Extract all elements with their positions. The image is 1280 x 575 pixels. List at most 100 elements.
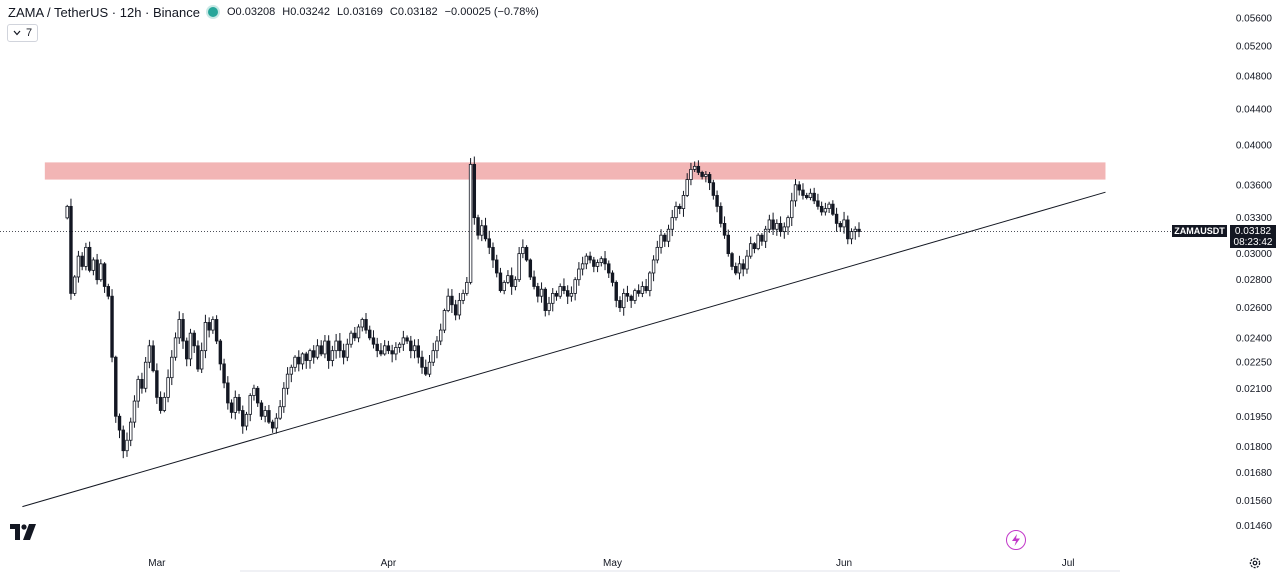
candle[interactable] — [495, 254, 499, 278]
candle[interactable] — [621, 288, 626, 316]
candle[interactable] — [700, 170, 704, 180]
symbol-title[interactable]: ZAMA / TetherUS · 12h · Binance — [8, 4, 200, 20]
candle[interactable] — [252, 384, 256, 401]
candle[interactable] — [644, 278, 648, 294]
candle[interactable] — [823, 202, 828, 216]
candle[interactable] — [704, 171, 708, 183]
candle[interactable] — [72, 275, 77, 296]
candle[interactable] — [506, 270, 510, 285]
candle[interactable] — [65, 204, 69, 220]
candle[interactable] — [382, 340, 387, 356]
candle[interactable] — [517, 246, 521, 282]
candle[interactable] — [345, 338, 350, 362]
candle[interactable] — [483, 217, 488, 242]
candle[interactable] — [685, 173, 689, 198]
candle[interactable] — [341, 343, 346, 365]
candle[interactable] — [831, 200, 835, 216]
candle[interactable] — [834, 207, 839, 232]
candle[interactable] — [741, 259, 745, 277]
candle[interactable] — [450, 289, 454, 313]
candle[interactable] — [808, 188, 813, 201]
candle[interactable] — [461, 289, 465, 305]
candle[interactable] — [554, 290, 559, 301]
candle[interactable] — [91, 257, 96, 276]
candle[interactable] — [707, 172, 712, 191]
candle[interactable] — [297, 350, 301, 372]
candle[interactable] — [603, 251, 607, 271]
candle[interactable] — [401, 330, 406, 351]
candle[interactable] — [69, 198, 73, 300]
indicators-toggle[interactable]: 7 — [7, 24, 39, 42]
candle[interactable] — [524, 245, 529, 262]
candle[interactable] — [360, 317, 364, 332]
candle[interactable] — [237, 393, 241, 414]
candle[interactable] — [207, 317, 211, 338]
candle[interactable] — [547, 296, 551, 316]
candle[interactable] — [797, 181, 801, 196]
candle[interactable] — [726, 229, 730, 257]
candle[interactable] — [730, 251, 734, 271]
candle[interactable] — [334, 333, 338, 359]
candle[interactable] — [405, 335, 409, 344]
candle[interactable] — [364, 313, 368, 334]
candle[interactable] — [618, 296, 622, 312]
candle[interactable] — [282, 382, 286, 413]
candle[interactable] — [592, 256, 596, 273]
candle[interactable] — [614, 280, 618, 308]
candle[interactable] — [438, 323, 443, 346]
candle[interactable] — [263, 405, 267, 423]
candle[interactable] — [158, 391, 163, 414]
candle[interactable] — [199, 342, 204, 374]
candle[interactable] — [390, 344, 394, 363]
candle[interactable] — [786, 215, 790, 235]
candle[interactable] — [565, 285, 570, 305]
candle[interactable] — [748, 236, 753, 259]
candle[interactable] — [170, 350, 174, 386]
candle[interactable] — [255, 385, 260, 407]
candle[interactable] — [99, 259, 103, 282]
candle[interactable] — [562, 278, 566, 295]
candle[interactable] — [140, 372, 144, 394]
candle[interactable] — [442, 308, 447, 334]
candle[interactable] — [625, 285, 630, 302]
candle[interactable] — [472, 156, 477, 225]
candle[interactable] — [338, 333, 342, 358]
candle[interactable] — [80, 252, 84, 271]
candle[interactable] — [543, 287, 547, 317]
candle[interactable] — [285, 367, 290, 395]
candle[interactable] — [588, 251, 592, 264]
candle[interactable] — [610, 270, 615, 287]
candle[interactable] — [457, 292, 462, 320]
candle[interactable] — [648, 271, 652, 297]
candle[interactable] — [293, 355, 297, 372]
candle[interactable] — [636, 284, 641, 297]
candle[interactable] — [76, 250, 81, 283]
candle[interactable] — [827, 201, 831, 214]
candle[interactable] — [801, 183, 805, 200]
candle[interactable] — [681, 190, 686, 217]
candle[interactable] — [185, 337, 189, 367]
candle[interactable] — [330, 345, 335, 367]
candle[interactable] — [312, 345, 316, 364]
candle[interactable] — [838, 221, 843, 232]
resistance-zone[interactable] — [44, 162, 1106, 180]
candle[interactable] — [222, 358, 226, 389]
candle[interactable] — [465, 277, 469, 296]
candle[interactable] — [248, 393, 252, 422]
candle[interactable] — [775, 219, 779, 236]
candle[interactable] — [233, 390, 237, 420]
candle[interactable] — [114, 355, 118, 423]
candle[interactable] — [304, 351, 308, 369]
candle[interactable] — [767, 214, 772, 233]
candle[interactable] — [181, 313, 185, 349]
candle[interactable] — [84, 242, 88, 271]
candle[interactable] — [651, 255, 656, 282]
candle[interactable] — [192, 330, 196, 353]
candle[interactable] — [678, 203, 682, 215]
candle[interactable] — [640, 281, 645, 298]
candle[interactable] — [633, 288, 637, 304]
candle[interactable] — [87, 241, 92, 273]
candle[interactable] — [226, 376, 230, 410]
candle[interactable] — [162, 392, 167, 413]
candle[interactable] — [229, 399, 234, 419]
